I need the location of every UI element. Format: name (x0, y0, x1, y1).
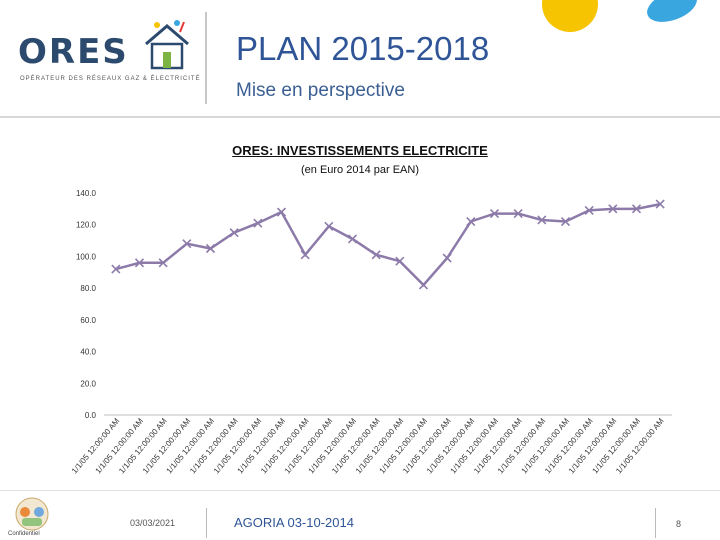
data-point (347, 234, 358, 244)
header-divider (205, 12, 207, 104)
data-point (608, 204, 618, 214)
data-point (560, 216, 571, 227)
y-tick-label: 100.0 (76, 252, 97, 261)
data-point (418, 280, 429, 290)
footer-divider (0, 490, 720, 491)
series-line (115, 202, 661, 287)
data-point (631, 204, 642, 214)
data-point (442, 253, 452, 263)
data-point (513, 209, 523, 219)
data-point (276, 207, 287, 217)
data-point (182, 239, 192, 249)
data-point (584, 205, 594, 216)
y-tick-label: 120.0 (76, 221, 97, 230)
data-point (158, 258, 168, 268)
data-point (300, 250, 310, 260)
slide-title: PLAN 2015-2018 (236, 30, 490, 67)
confidential-label: Confidentiel (8, 531, 40, 537)
footer-date: 03/03/2021 (130, 518, 176, 528)
logo-wordmark: ORES (18, 32, 129, 72)
chart-subtitle: (en Euro 2014 par EAN) (300, 164, 419, 176)
data-point (324, 221, 334, 231)
y-tick-label: 40.0 (80, 348, 96, 357)
footer-event: AGORIA 03-10-2014 (234, 515, 354, 530)
data-point (229, 228, 239, 238)
data-point (466, 216, 476, 227)
data-point (371, 250, 381, 260)
data-point (111, 264, 121, 274)
slide-header: ORES OPÉRATEUR DES RÉSEAUX GAZ & ÉLECTRI… (0, 0, 720, 118)
y-tick-label: 20.0 (80, 379, 96, 388)
data-point (134, 258, 145, 268)
data-point (655, 199, 665, 209)
data-point (537, 215, 547, 225)
footer-separator (206, 508, 207, 538)
ores-logo: ORES OPÉRATEUR DES RÉSEAUX GAZ & ÉLECTRI… (12, 18, 202, 98)
y-tick-label: 140.0 (76, 189, 97, 198)
decorative-shapes (542, 0, 697, 32)
slide-subtitle: Mise en perspective (236, 80, 405, 101)
data-point (205, 243, 216, 254)
line-chart: 0.020.040.060.080.0100.0120.0140.01/1/05… (70, 189, 672, 475)
header-band (0, 116, 720, 118)
chart-title: ORES: INVESTISSEMENTS ELECTRICITE (232, 143, 488, 158)
y-tick-label: 60.0 (80, 316, 96, 325)
data-point (253, 218, 263, 228)
logo-tagline: OPÉRATEUR DES RÉSEAUX GAZ & ÉLECTRICITÉ (20, 76, 201, 82)
page-number: 8 (676, 519, 682, 529)
data-point (395, 256, 405, 266)
y-tick-label: 80.0 (80, 284, 96, 293)
house-icon (145, 20, 189, 70)
y-tick-label: 0.0 (85, 411, 97, 420)
confidential-logo (15, 497, 49, 531)
footer-separator (655, 508, 656, 538)
data-point (489, 209, 500, 219)
